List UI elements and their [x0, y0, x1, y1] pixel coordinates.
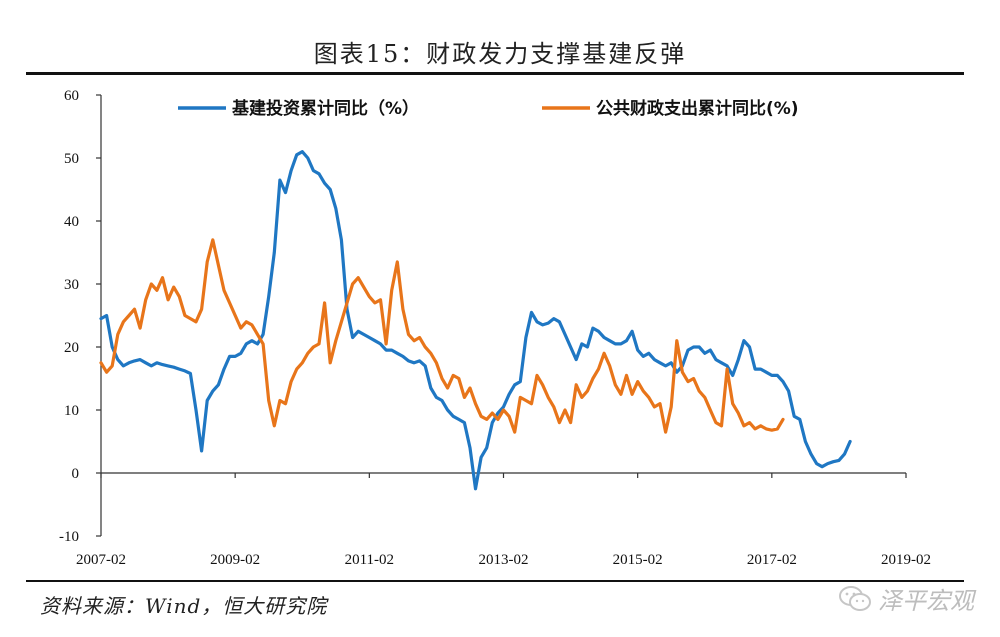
x-tick-label: 2019-02	[881, 552, 931, 568]
wechat-icon	[839, 585, 871, 611]
watermark: 泽平宏观	[838, 581, 974, 616]
legend-label: 公共财政支出累计同比(%)	[596, 98, 799, 119]
top-rule	[26, 72, 964, 75]
y-tick-label: -10	[59, 529, 79, 545]
y-tick-label: 60	[64, 88, 79, 104]
chart-axes: 60 50 40 30 20 10 0 -10 2007-02 2009-02 2011-02 201…	[59, 88, 931, 568]
watermark-text: 泽平宏观	[878, 587, 974, 615]
series-line-fiscal-spending	[99, 238, 785, 434]
x-tick-label: 2011-02	[345, 552, 394, 568]
x-tick-label: 2013-02	[479, 552, 529, 568]
y-tick-label: 40	[64, 214, 79, 230]
x-tick-label: 2015-02	[613, 552, 663, 568]
legend: 基建投资累计同比（%） 公共财政支出累计同比(%)	[178, 98, 799, 119]
x-tick-label: 2017-02	[747, 552, 797, 568]
series-line-infrastructure	[99, 150, 852, 491]
y-tick-label: 30	[64, 277, 79, 293]
source-note: 资料来源：Wind，恒大研究院	[40, 594, 328, 618]
x-tick-label: 2007-02	[76, 552, 126, 568]
chart-title: 图表15：财政发力支撑基建反弹	[313, 40, 687, 68]
y-tick-label: 10	[64, 403, 79, 419]
y-tick-label: 0	[72, 466, 80, 482]
y-tick-label: 20	[64, 340, 79, 356]
y-tick-label: 50	[64, 151, 79, 167]
legend-label: 基建投资累计同比（%）	[231, 98, 419, 119]
x-tick-label: 2009-02	[210, 552, 260, 568]
series-layer	[99, 150, 852, 491]
bottom-rule	[26, 580, 964, 582]
